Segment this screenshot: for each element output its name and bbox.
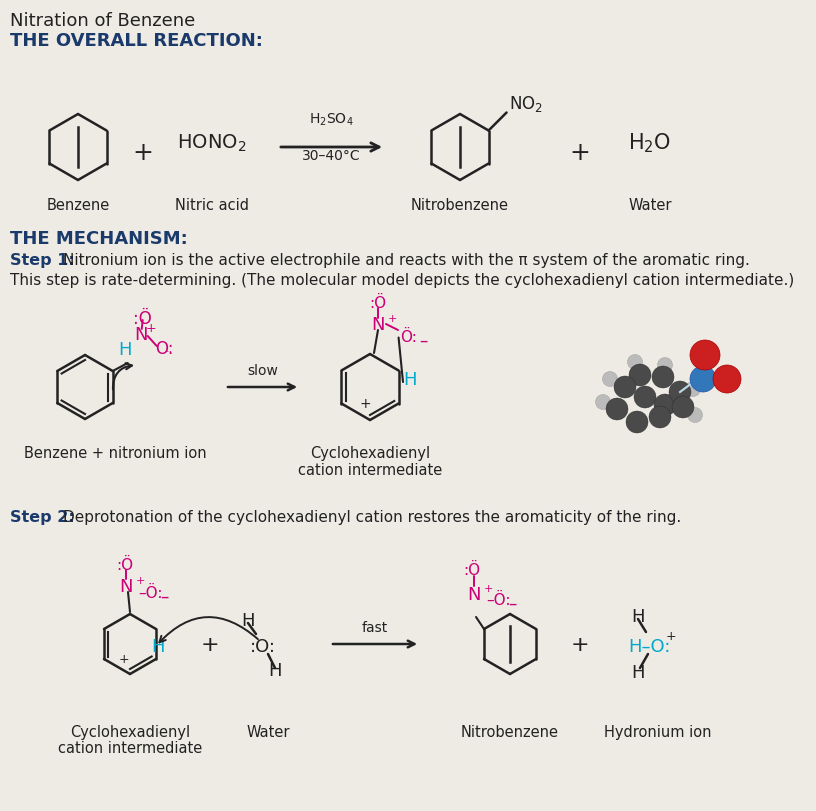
Circle shape <box>649 406 671 428</box>
Text: Nitrobenzene: Nitrobenzene <box>411 198 509 212</box>
Text: +: + <box>570 141 591 165</box>
Text: :Ö: :Ö <box>117 557 134 572</box>
Text: Nitration of Benzene: Nitration of Benzene <box>10 12 195 30</box>
Text: :Ö: :Ö <box>463 562 481 577</box>
Text: +: + <box>388 314 397 324</box>
Text: Hydronium ion: Hydronium ion <box>605 724 712 739</box>
Circle shape <box>652 367 674 388</box>
Circle shape <box>654 394 676 417</box>
Text: +: + <box>359 397 370 410</box>
Text: +: + <box>145 322 156 335</box>
Text: Step 2:: Step 2: <box>10 509 75 525</box>
Text: +: + <box>484 583 494 594</box>
Text: H: H <box>118 341 131 358</box>
Circle shape <box>614 376 636 398</box>
Circle shape <box>690 367 716 393</box>
Circle shape <box>690 341 720 371</box>
Text: HONO$_2$: HONO$_2$ <box>177 132 246 153</box>
Text: H: H <box>632 663 645 681</box>
Text: fast: fast <box>361 620 388 634</box>
Circle shape <box>626 411 648 433</box>
Circle shape <box>685 382 700 397</box>
Text: Nitronium ion is the active electrophile and reacts with the π system of the aro: Nitronium ion is the active electrophile… <box>63 253 750 268</box>
Text: H: H <box>151 637 165 655</box>
Text: Deprotonation of the cyclohexadienyl cation restores the aromaticity of the ring: Deprotonation of the cyclohexadienyl cat… <box>63 509 681 525</box>
Text: THE MECHANISM:: THE MECHANISM: <box>10 230 188 247</box>
Text: H$_2$O: H$_2$O <box>628 131 672 155</box>
Circle shape <box>669 381 691 404</box>
Circle shape <box>602 372 618 387</box>
Text: cation intermediate: cation intermediate <box>58 740 202 755</box>
Circle shape <box>628 355 642 370</box>
Text: –Ö:: –Ö: <box>486 592 511 607</box>
Text: H: H <box>632 607 645 625</box>
Circle shape <box>658 358 672 373</box>
Text: Cyclohexadienyl
cation intermediate: Cyclohexadienyl cation intermediate <box>298 445 442 478</box>
Text: Benzene: Benzene <box>47 198 109 212</box>
Text: Ö:: Ö: <box>400 329 417 344</box>
Text: N: N <box>119 577 133 595</box>
Text: Benzene + nitronium ion: Benzene + nitronium ion <box>24 445 206 461</box>
Text: H: H <box>268 661 282 679</box>
Text: slow: slow <box>247 363 278 378</box>
Text: Step 1:: Step 1: <box>10 253 75 268</box>
Text: ··: ·· <box>166 346 173 357</box>
Text: +: + <box>136 575 145 586</box>
Text: +: + <box>118 652 129 665</box>
Text: This step is rate-determining. (The molecular model depicts the cyclohexadienyl : This step is rate-determining. (The mole… <box>10 272 794 288</box>
Text: Nitrobenzene: Nitrobenzene <box>461 724 559 739</box>
Circle shape <box>606 398 628 420</box>
Circle shape <box>629 365 651 387</box>
Circle shape <box>688 408 703 423</box>
Text: +: + <box>570 634 589 654</box>
Text: Cyclohexadienyl: Cyclohexadienyl <box>70 724 190 739</box>
Text: +: + <box>666 629 676 642</box>
Text: :Ö: :Ö <box>133 310 152 328</box>
Text: Water: Water <box>246 724 290 739</box>
Text: –: – <box>419 332 428 350</box>
Text: N: N <box>468 586 481 603</box>
Text: N: N <box>134 325 148 344</box>
Text: +: + <box>201 634 220 654</box>
Text: –Ö:: –Ö: <box>138 585 162 600</box>
Text: H–O:: H–O: <box>628 637 671 655</box>
Text: –: – <box>160 587 168 605</box>
Text: –: – <box>508 594 517 612</box>
Circle shape <box>634 387 656 409</box>
Circle shape <box>596 395 610 410</box>
Text: H: H <box>242 611 255 629</box>
Text: NO$_2$: NO$_2$ <box>508 93 543 114</box>
Text: :Ö: :Ö <box>370 295 387 310</box>
Text: Nitric acid: Nitric acid <box>175 198 249 212</box>
Text: THE OVERALL REACTION:: THE OVERALL REACTION: <box>10 32 263 50</box>
Text: N: N <box>371 315 385 333</box>
Text: H$_2$SO$_4$: H$_2$SO$_4$ <box>308 111 353 128</box>
Text: Water: Water <box>628 198 672 212</box>
Text: :O:: :O: <box>250 637 276 655</box>
Text: +: + <box>132 141 153 165</box>
Circle shape <box>713 366 741 393</box>
Circle shape <box>672 397 694 418</box>
Text: H: H <box>403 371 417 388</box>
Text: O:: O: <box>155 340 173 358</box>
Text: 30–40°C: 30–40°C <box>302 148 361 163</box>
